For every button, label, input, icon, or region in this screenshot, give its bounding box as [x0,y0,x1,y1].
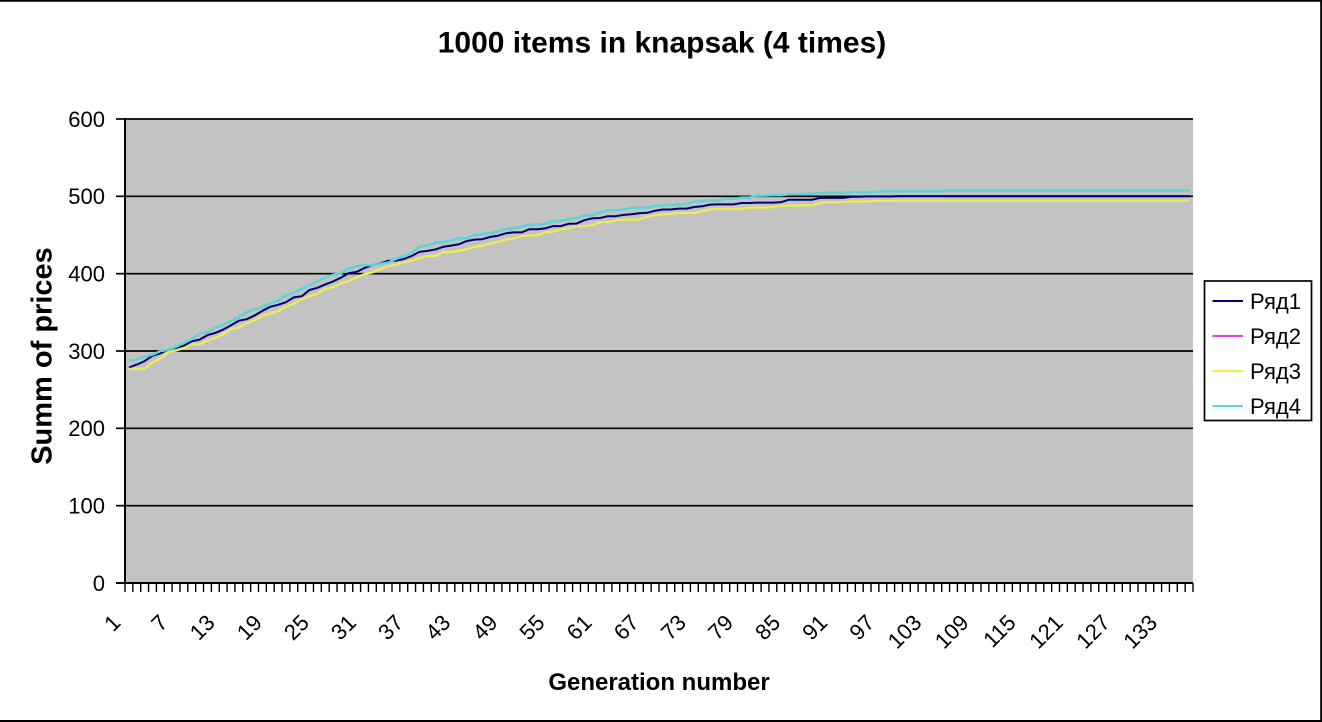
svg-text:300: 300 [68,339,105,364]
svg-text:600: 600 [68,107,105,132]
svg-text:200: 200 [68,416,105,441]
svg-text:Ряд1: Ряд1 [1250,289,1301,314]
svg-text:1000 items in knapsak (4 times: 1000 items in knapsak (4 times) [438,26,887,59]
svg-text:Ряд3: Ряд3 [1250,359,1301,384]
svg-text:100: 100 [68,494,105,519]
svg-text:400: 400 [68,262,105,287]
svg-text:500: 500 [68,184,105,209]
svg-text:Summ of prices: Summ of prices [27,247,59,465]
svg-text:Ряд4: Ряд4 [1250,394,1301,419]
svg-text:0: 0 [93,571,105,596]
svg-text:Generation number: Generation number [548,669,769,696]
svg-text:Ряд2: Ряд2 [1250,324,1301,349]
